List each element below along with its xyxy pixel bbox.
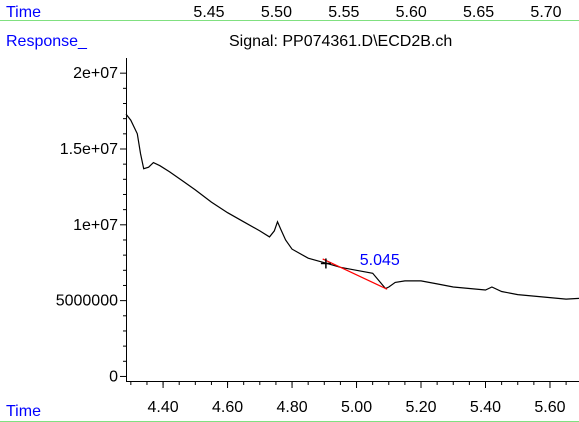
chart-title: Signal: PP074361.D\ECD2B.ch bbox=[229, 33, 452, 50]
top-tick-label: 5.45 bbox=[193, 4, 224, 21]
x-tick-label: 5.40 bbox=[470, 399, 501, 416]
top-axis-ticks: 5.45 5.50 5.55 5.60 5.65 5.70 bbox=[193, 4, 561, 21]
x-tick-label: 4.80 bbox=[276, 399, 307, 416]
y-tick-label: 1.5e+07 bbox=[60, 141, 118, 158]
x-tick-label: 5.00 bbox=[341, 399, 372, 416]
x-tick-label: 5.20 bbox=[405, 399, 436, 416]
integration-baseline bbox=[322, 258, 388, 290]
top-tick-label: 5.55 bbox=[328, 4, 359, 21]
top-tick-label: 5.60 bbox=[396, 4, 427, 21]
top-axis-label: Time bbox=[6, 4, 41, 21]
top-tick-label: 5.70 bbox=[530, 4, 561, 21]
y-tick-label: 0 bbox=[109, 368, 118, 385]
top-tick-label: 5.65 bbox=[463, 4, 494, 21]
signal-trace bbox=[125, 113, 579, 300]
x-tick-label: 4.60 bbox=[212, 399, 243, 416]
y-tick-label: 2e+07 bbox=[73, 65, 118, 82]
top-tick-label: 5.50 bbox=[261, 4, 292, 21]
y-tick-label: 1e+07 bbox=[73, 217, 118, 234]
y-axis-label: Response_ bbox=[6, 33, 88, 50]
x-tick-label: 5.60 bbox=[534, 399, 565, 416]
x-axis-ticks: 4.40 4.60 4.80 5.00 5.20 5.40 5.60 bbox=[148, 381, 566, 416]
peak-annotation: 5.045 bbox=[360, 252, 400, 269]
x-tick-label: 4.40 bbox=[148, 399, 179, 416]
x-axis-minor-ticks bbox=[130, 381, 567, 385]
x-axis-label: Time bbox=[6, 403, 41, 420]
y-axis-ticks: 0 5000000 1e+07 1.5e+07 2e+07 bbox=[56, 65, 126, 385]
y-tick-label: 5000000 bbox=[56, 293, 118, 310]
cursor-cross-marker bbox=[320, 258, 331, 269]
